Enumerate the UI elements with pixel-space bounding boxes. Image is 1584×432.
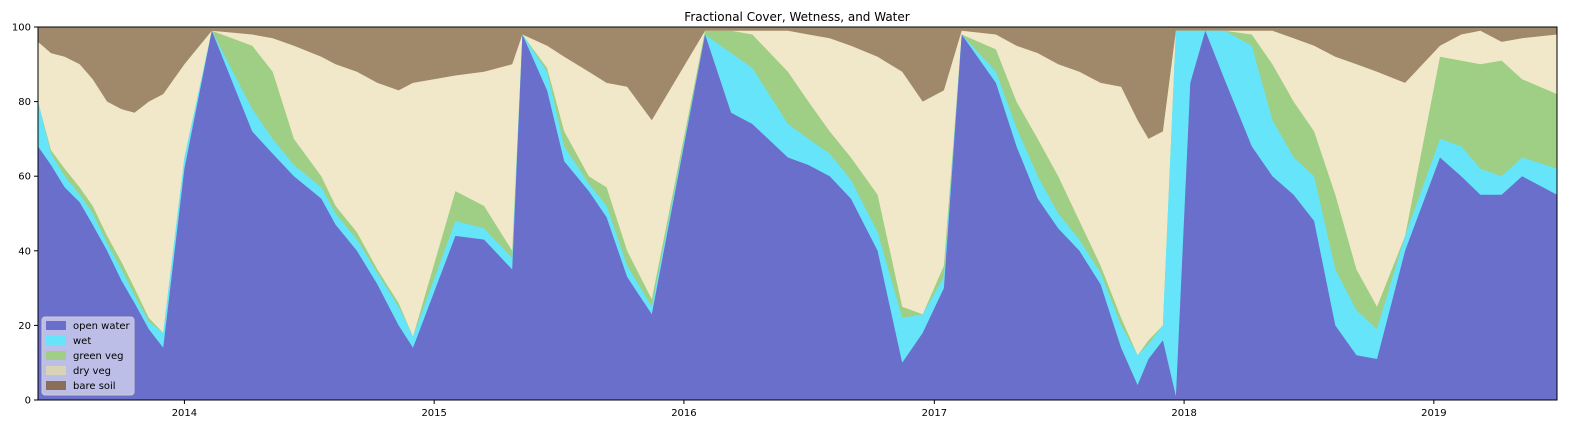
legend-label-green-veg: green veg [73,351,123,362]
y-tick-label-40: 40 [18,246,31,257]
y-tick-label-80: 80 [18,97,31,108]
x-tick-label-2018: 2018 [1171,408,1196,419]
y-tick-label-100: 100 [12,23,31,34]
x-tick-label-2014: 2014 [172,408,197,419]
x-tick-label-2016: 2016 [671,408,696,419]
legend-swatch-bare-soil [46,381,66,390]
plot-frame [37,26,1558,401]
legend-swatch-dry-veg [46,366,66,375]
legend-swatch-green-veg [46,351,66,360]
area-series-group [38,27,1557,400]
legend: open water wet green veg dry veg bare soil [41,316,135,396]
legend-swatch-wet [46,336,66,345]
x-tick-label-2019: 2019 [1421,408,1446,419]
x-tick-label-2015: 2015 [421,408,446,419]
x-axis: 2014 2015 2016 2017 2018 2019 [172,400,1447,419]
x-tick-label-2017: 2017 [922,408,947,419]
legend-label-bare-soil: bare soil [73,381,116,392]
legend-label-wet: wet [73,336,91,347]
legend-label-dry-veg: dry veg [73,366,111,377]
y-tick-label-0: 0 [25,396,31,407]
series-area-open-water [38,30,1557,400]
legend-swatch-open-water [46,321,66,330]
legend-label-open-water: open water [73,321,131,332]
chart-title: Fractional Cover, Wetness, and Water [684,10,909,24]
y-tick-label-60: 60 [18,172,31,183]
y-axis: 0 20 40 60 80 100 [12,23,38,407]
y-tick-label-20: 20 [18,321,31,332]
